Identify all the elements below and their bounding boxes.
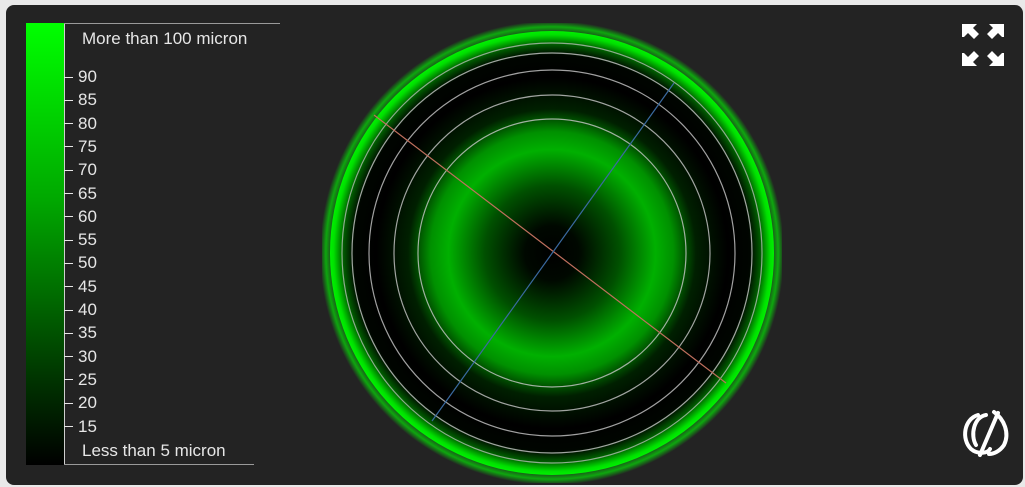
ring-outer <box>368 69 736 437</box>
legend-tick-mark <box>64 193 73 194</box>
meridian-line-blue <box>431 82 675 422</box>
meridian-line-red <box>373 114 727 384</box>
legend-tick-label: 50 <box>78 253 97 273</box>
ring-limbus <box>351 52 753 454</box>
legend-tick-mark <box>64 402 73 404</box>
legend-tick-label: 60 <box>78 206 97 226</box>
legend-tick: 90 <box>64 67 97 87</box>
legend-tick-label: 20 <box>78 393 97 413</box>
legend-tick-label: 65 <box>78 183 97 203</box>
ring-middle <box>393 94 711 412</box>
legend-min-label: Less than 5 micron <box>82 441 226 460</box>
expand-arrows-icon <box>962 24 1004 66</box>
legend-tick: 80 <box>64 114 97 134</box>
legend-tick: 65 <box>64 184 97 204</box>
legend-tick: 50 <box>64 253 97 273</box>
legend-top-divider <box>64 23 280 24</box>
legend-tick-label: 70 <box>78 160 97 180</box>
ring-inner <box>417 118 687 388</box>
legend-tick-mark <box>64 262 73 264</box>
brand-logo <box>956 403 1014 461</box>
legend-tick-mark <box>64 216 73 218</box>
legend-tick-label: 15 <box>78 416 97 436</box>
legend-tick: 30 <box>64 347 97 367</box>
map-panel: More than 100 micron 90 85 80 75 70 65 60 55 50 4… <box>6 5 1023 485</box>
legend-tick-label: 35 <box>78 323 97 343</box>
legend-tick: 75 <box>64 137 97 157</box>
fullscreen-expand-button[interactable] <box>960 22 1006 68</box>
legend-tick-label: 80 <box>78 113 97 133</box>
legend-tick-mark <box>64 146 73 148</box>
color-scale-legend: More than 100 micron 90 85 80 75 70 65 60 55 50 4… <box>26 23 286 469</box>
legend-tick-label: 30 <box>78 346 97 366</box>
legend-axis-line <box>64 23 65 465</box>
legend-tick: 85 <box>64 90 97 110</box>
legend-tick-mark <box>64 99 73 101</box>
legend-tick-label: 25 <box>78 369 97 389</box>
legend-tick: 35 <box>64 323 97 343</box>
legend-tick: 25 <box>64 370 97 390</box>
legend-tick-label: 90 <box>78 67 97 86</box>
legend-tick: 60 <box>64 207 97 227</box>
legend-tick-label: 85 <box>78 90 97 110</box>
legend-tick-label: 40 <box>78 300 97 319</box>
legend-tick-mark <box>64 239 73 241</box>
legend-tick-mark <box>64 356 73 358</box>
legend-bottom-divider <box>64 464 254 465</box>
legend-tick-mark <box>64 332 73 334</box>
legend-tick: 20 <box>64 393 97 413</box>
legend-tick: 15 <box>64 417 97 437</box>
legend-tick-label: 75 <box>78 136 97 156</box>
legend-tick: 55 <box>64 230 97 250</box>
legend-tick-mark <box>64 286 73 288</box>
legend-tick-mark <box>64 309 73 311</box>
legend-tick-mark <box>64 123 73 125</box>
color-scale-bar <box>26 23 64 465</box>
thickness-map[interactable] <box>322 23 782 483</box>
eye-lens-logo-icon <box>963 410 1009 457</box>
legend-tick-mark <box>64 379 73 381</box>
legend-tick: 45 <box>64 277 97 297</box>
legend-tick-mark <box>64 169 73 171</box>
legend-max-label: More than 100 micron <box>82 29 248 48</box>
legend-tick-label: 45 <box>78 276 97 296</box>
legend-tick-mark <box>64 426 73 427</box>
legend-tick: 70 <box>64 160 97 180</box>
legend-tick: 40 <box>64 300 97 320</box>
legend-tick-mark <box>64 76 73 78</box>
legend-tick-label: 55 <box>78 230 97 250</box>
ring-edge <box>341 42 763 464</box>
